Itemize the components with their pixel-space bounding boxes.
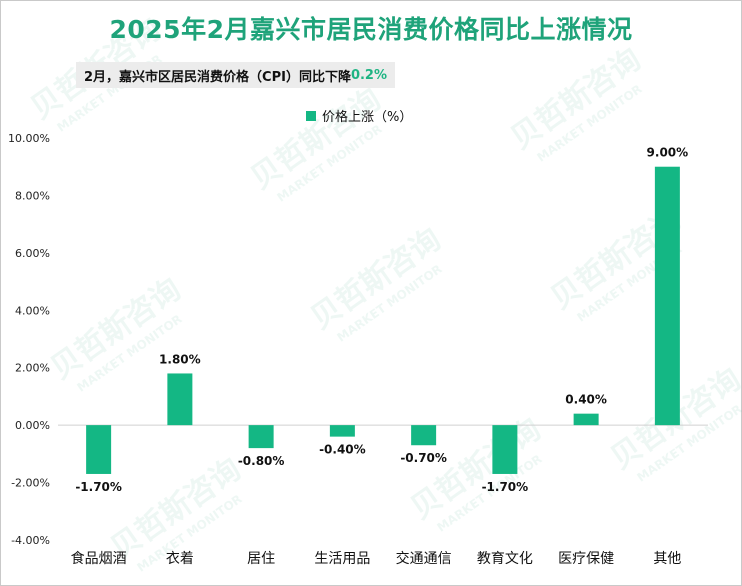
bars-layer <box>86 166 680 474</box>
data-label-6: 0.40% <box>565 393 607 407</box>
y-tick-label: 4.00% <box>15 304 50 317</box>
data-label-4: -0.70% <box>400 451 447 465</box>
data-label-1: 1.80% <box>159 352 201 366</box>
data-label-5: -1.70% <box>482 480 529 494</box>
cpi-summary-value: 0.2% <box>350 67 388 83</box>
chart-legend: 价格上涨（%） <box>306 106 412 125</box>
category-label-6: 医疗保健 <box>558 551 614 567</box>
category-label-0: 食品烟酒 <box>71 550 127 567</box>
category-label-3: 生活用品 <box>314 551 370 567</box>
y-tick-label: 2.00% <box>15 362 50 375</box>
bar-6 <box>573 413 599 426</box>
legend-label: 价格上涨（%） <box>322 110 413 125</box>
cpi-summary-box: 2月，嘉兴市区居民消费价格（CPI）同比下降 0.2% <box>76 62 396 88</box>
category-label-4: 交通通信 <box>396 550 452 567</box>
category-label-7: 其他 <box>653 551 681 567</box>
bar-5 <box>492 425 518 474</box>
y-tick-label: 6.00% <box>15 247 50 260</box>
y-tick-label: 0.00% <box>15 419 50 432</box>
y-tick-label: 8.00% <box>15 189 50 202</box>
y-tick-label: 10.00% <box>8 132 50 145</box>
labels-layer: -1.70% 食品烟酒 1.80% 衣着 -0.80% 居住 -0.40% 生活用品 -0.70… <box>71 146 689 567</box>
bar-2 <box>248 425 274 449</box>
data-label-7: 9.00% <box>647 146 689 160</box>
category-label-1: 衣着 <box>166 551 194 567</box>
legend-swatch <box>306 110 316 121</box>
y-tick-label: -2.00% <box>11 477 50 490</box>
y-tick-label: -4.00% <box>11 534 50 547</box>
bar-7 <box>654 166 680 426</box>
bar-1 <box>167 373 193 426</box>
cpi-summary-text: 2月，嘉兴市区居民消费价格（CPI）同比下降 <box>84 69 351 85</box>
chart-title: 2025年2月嘉兴市居民消费价格同比上涨情况 <box>109 15 633 44</box>
bar-4 <box>411 425 437 446</box>
data-label-3: -0.40% <box>319 443 366 457</box>
bar-3 <box>329 425 355 437</box>
category-label-5: 教育文化 <box>477 551 533 567</box>
category-label-2: 居住 <box>247 551 275 567</box>
axes-layer: 10.00% 8.00% 6.00% 4.00% 2.00% 0.00% -2.00% -4.… <box>8 132 708 547</box>
data-label-0: -1.70% <box>75 480 122 494</box>
bar-0 <box>86 425 112 474</box>
data-label-2: -0.80% <box>238 454 285 468</box>
